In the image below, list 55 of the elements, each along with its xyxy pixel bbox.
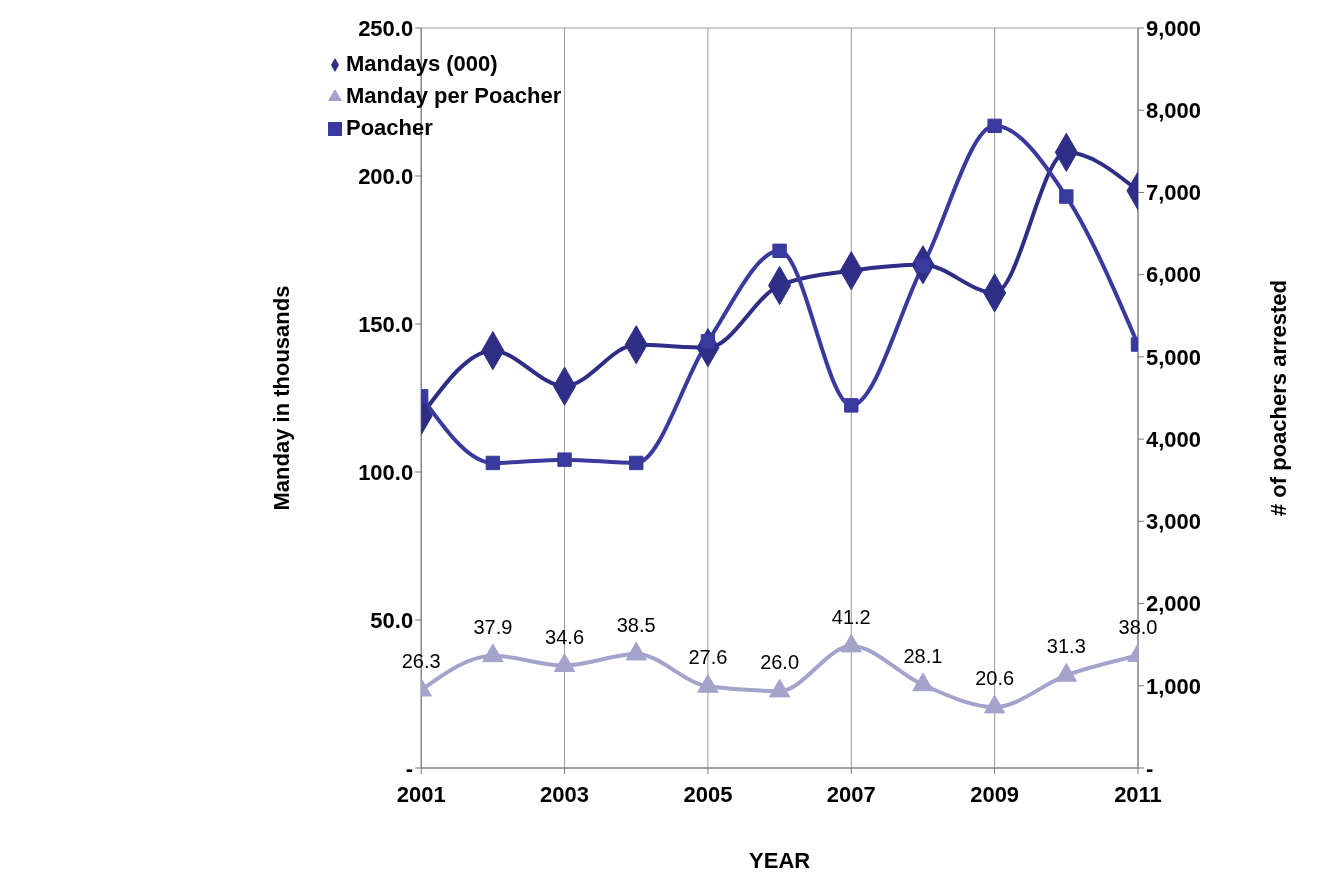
- point: [987, 118, 1002, 134]
- point: [553, 653, 576, 672]
- point: [912, 672, 934, 692]
- point: [1059, 189, 1074, 204]
- data-label: 20.6: [975, 667, 1015, 690]
- point: [557, 452, 572, 467]
- legend-label: Poacher: [346, 115, 433, 140]
- data-label: 27.6: [688, 646, 728, 669]
- data-label: 26.3: [401, 650, 441, 673]
- point: [629, 455, 644, 471]
- y-tick-label: 50.0: [370, 607, 414, 633]
- x-axis-title: YEAR: [749, 848, 811, 873]
- y-tick-label: 150.0: [358, 311, 414, 337]
- point: [1055, 663, 1078, 682]
- point: [768, 678, 791, 698]
- y2-tick-label: 5,000: [1146, 344, 1202, 370]
- y2-axis-title: # of poachers arrested: [1265, 280, 1291, 516]
- y2-tick-label: 4,000: [1146, 426, 1202, 452]
- data-label: 26.0: [760, 651, 800, 674]
- y-tick-label: 100.0: [358, 459, 414, 485]
- data-label: 31.3: [1046, 635, 1086, 658]
- data-label: 41.2: [831, 606, 871, 629]
- data-label: 34.6: [545, 625, 585, 648]
- y-axis-title: Manday in thousands: [269, 285, 294, 511]
- legend-label: Manday per Poacher: [346, 83, 562, 108]
- y2-tick-label: 2,000: [1146, 591, 1202, 617]
- y-tick-label: 200.0: [358, 163, 414, 189]
- y2-tick-label: 1,000: [1146, 673, 1202, 699]
- point: [625, 641, 647, 661]
- x-tick-label: 2007: [826, 781, 876, 807]
- data-label: 28.1: [903, 644, 943, 667]
- y-tick-label: 250.0: [358, 15, 414, 41]
- x-tick-label: 2009: [970, 781, 1020, 807]
- x-tick-label: 2001: [396, 781, 446, 807]
- point: [844, 398, 859, 413]
- y2-tick-label: 8,000: [1146, 98, 1202, 124]
- data-label: 38.5: [616, 614, 656, 637]
- y2-tick-label: 6,000: [1146, 262, 1202, 288]
- data-label: 38.0: [1118, 615, 1158, 638]
- x-tick-label: 2011: [1114, 781, 1162, 807]
- point: [482, 643, 504, 663]
- y2-tick-label: -: [1146, 755, 1154, 781]
- y2-tick-label: 7,000: [1146, 180, 1202, 206]
- x-tick-label: 2003: [540, 781, 590, 807]
- y2-tick-label: 3,000: [1146, 509, 1202, 535]
- point: [485, 455, 501, 471]
- legend-label: Mandays (000): [346, 51, 498, 76]
- data-label: 37.9: [473, 615, 513, 638]
- point: [772, 243, 787, 259]
- point: [697, 674, 719, 693]
- x-tick-label: 2005: [683, 781, 733, 807]
- y2-tick-label: 9,000: [1146, 15, 1202, 41]
- point: [840, 633, 862, 653]
- y-tick-label: -: [405, 755, 414, 781]
- point: [983, 694, 1006, 714]
